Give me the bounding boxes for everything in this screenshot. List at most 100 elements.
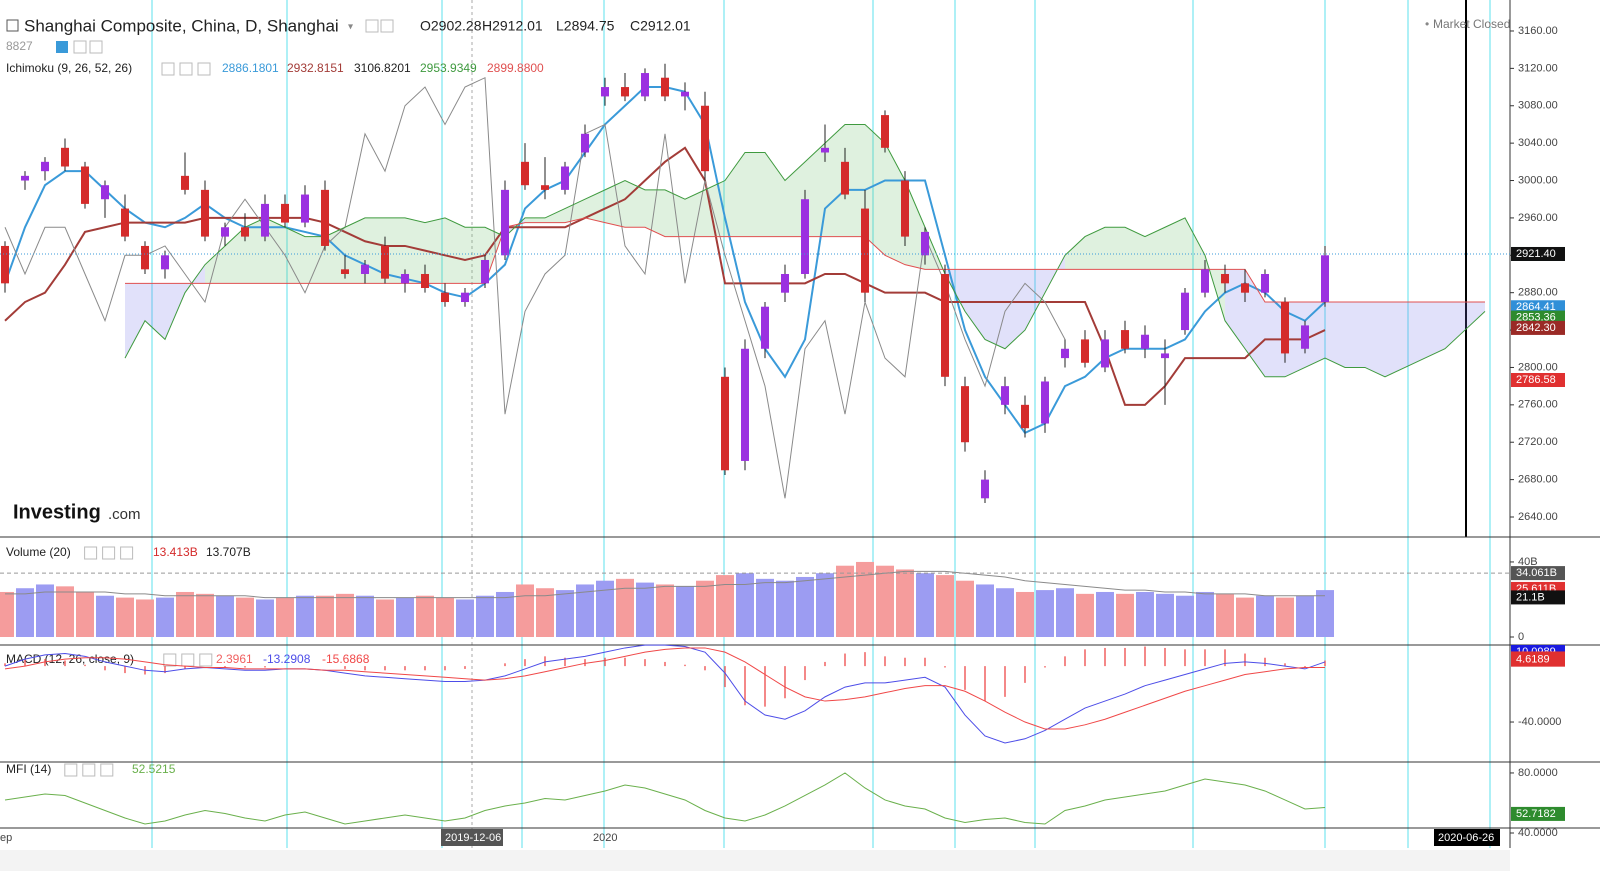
candle-body bbox=[1301, 325, 1309, 349]
candle-body bbox=[841, 161, 849, 195]
volume-bar bbox=[936, 575, 954, 637]
candle-body bbox=[1061, 348, 1069, 359]
candle-body bbox=[761, 306, 769, 349]
candle-body bbox=[1281, 302, 1289, 354]
y-tick-label: 2720.00 bbox=[1518, 436, 1558, 448]
cloud-fill bbox=[805, 143, 825, 237]
candle-body bbox=[901, 180, 909, 237]
close-icon[interactable] bbox=[89, 40, 103, 54]
y-tick-label: 2960.00 bbox=[1518, 212, 1558, 224]
volume-bar bbox=[36, 584, 54, 637]
candle-body bbox=[361, 264, 369, 274]
cloud-fill bbox=[1085, 227, 1105, 270]
price-badge bbox=[1511, 372, 1565, 387]
candle-body bbox=[181, 175, 189, 190]
volume-bar bbox=[376, 599, 394, 637]
price-badge-label: 21.1B bbox=[1516, 591, 1545, 603]
volume-bar bbox=[1016, 591, 1034, 637]
market-status: Market Closed bbox=[1433, 17, 1510, 31]
cloud-fill bbox=[1225, 269, 1245, 349]
gear-icon[interactable] bbox=[380, 19, 394, 33]
cloud-fill bbox=[1005, 269, 1025, 349]
volume-bar bbox=[1276, 597, 1294, 637]
cloud-fill bbox=[1445, 302, 1465, 349]
volume-bar bbox=[316, 595, 334, 637]
volume-bar bbox=[136, 599, 154, 637]
volume-bar bbox=[896, 569, 914, 637]
price-badge-label: 2921.40 bbox=[1516, 248, 1556, 260]
candle-body bbox=[101, 185, 109, 200]
volume-bar bbox=[56, 586, 74, 637]
cloud-fill bbox=[725, 152, 745, 237]
time-label: 2020-06-26 bbox=[1438, 832, 1494, 844]
eye-icon[interactable] bbox=[161, 62, 175, 76]
indicator-value: 2932.8151 bbox=[287, 61, 344, 75]
price-badge-label: 2864.41 bbox=[1516, 301, 1556, 313]
volume-bar bbox=[696, 580, 714, 637]
low-value: L2894.75 bbox=[556, 18, 615, 34]
y-tick-label: 0 bbox=[1518, 631, 1524, 643]
candle-body bbox=[1241, 283, 1249, 293]
candle-body bbox=[301, 194, 309, 223]
indicator-value: 2953.9349 bbox=[420, 61, 477, 75]
y-tick-label: 2880.00 bbox=[1518, 287, 1558, 299]
cloud-fill bbox=[1245, 269, 1265, 377]
legend-icon bbox=[199, 653, 213, 667]
close-icon[interactable] bbox=[197, 62, 211, 76]
indicator-line bbox=[4, 647, 1325, 730]
candle-body bbox=[1221, 273, 1229, 284]
candle-body bbox=[1021, 404, 1029, 429]
price-badge bbox=[1511, 566, 1565, 581]
volume-bar bbox=[1216, 593, 1234, 637]
chikou-line bbox=[4, 76, 1066, 499]
dropdown-arrow[interactable]: ▾ bbox=[348, 22, 353, 33]
volume-bar bbox=[716, 575, 734, 637]
volume-bar bbox=[1036, 590, 1054, 637]
cloud-fill bbox=[665, 189, 685, 237]
candle-body bbox=[1161, 353, 1169, 359]
volume-bar bbox=[576, 584, 594, 637]
volume-bar bbox=[0, 591, 14, 637]
y-tick-label: 40.0000 bbox=[1518, 827, 1558, 839]
cloud-fill bbox=[1025, 269, 1045, 331]
legend-icon bbox=[64, 763, 78, 777]
volume-bar bbox=[356, 595, 374, 637]
price-badge bbox=[1511, 320, 1565, 335]
volume-bar bbox=[196, 593, 214, 637]
settings-icon[interactable] bbox=[365, 19, 379, 33]
legend-icon bbox=[163, 653, 177, 667]
cloud-fill bbox=[625, 180, 645, 228]
cloud-fill bbox=[1145, 227, 1165, 270]
eye-icon[interactable] bbox=[56, 41, 68, 53]
cloud-fill bbox=[825, 124, 845, 237]
indicator-value: 2886.1801 bbox=[222, 61, 279, 75]
legend-value: 2.3961 bbox=[216, 652, 253, 666]
cloud-fill bbox=[285, 227, 305, 284]
candle-body bbox=[881, 115, 889, 148]
volume-bar bbox=[256, 599, 274, 637]
candle-body bbox=[541, 185, 549, 190]
legend-icon bbox=[84, 546, 98, 560]
candle-body bbox=[961, 386, 969, 443]
cloud-fill bbox=[465, 227, 485, 284]
volume-bar bbox=[976, 584, 994, 637]
y-tick-label: 40B bbox=[1518, 556, 1538, 568]
gear-icon[interactable] bbox=[73, 40, 87, 54]
volume-bar bbox=[796, 576, 814, 637]
volume-bar bbox=[436, 597, 454, 637]
candle-body bbox=[281, 203, 289, 223]
legend-value: -13.2908 bbox=[263, 652, 311, 666]
candle-body bbox=[501, 189, 509, 256]
candle-body bbox=[821, 147, 829, 153]
collapse-icon[interactable] bbox=[6, 19, 19, 32]
candle-body bbox=[341, 269, 349, 274]
volume-bar bbox=[96, 595, 114, 637]
open-value: O2902.28 bbox=[420, 18, 482, 34]
gear-icon[interactable] bbox=[179, 62, 193, 76]
volume-bar bbox=[636, 582, 654, 637]
candle-body bbox=[981, 479, 989, 499]
cloud-fill bbox=[785, 161, 805, 237]
cloud-fill bbox=[765, 152, 785, 237]
candle-body bbox=[681, 91, 689, 97]
